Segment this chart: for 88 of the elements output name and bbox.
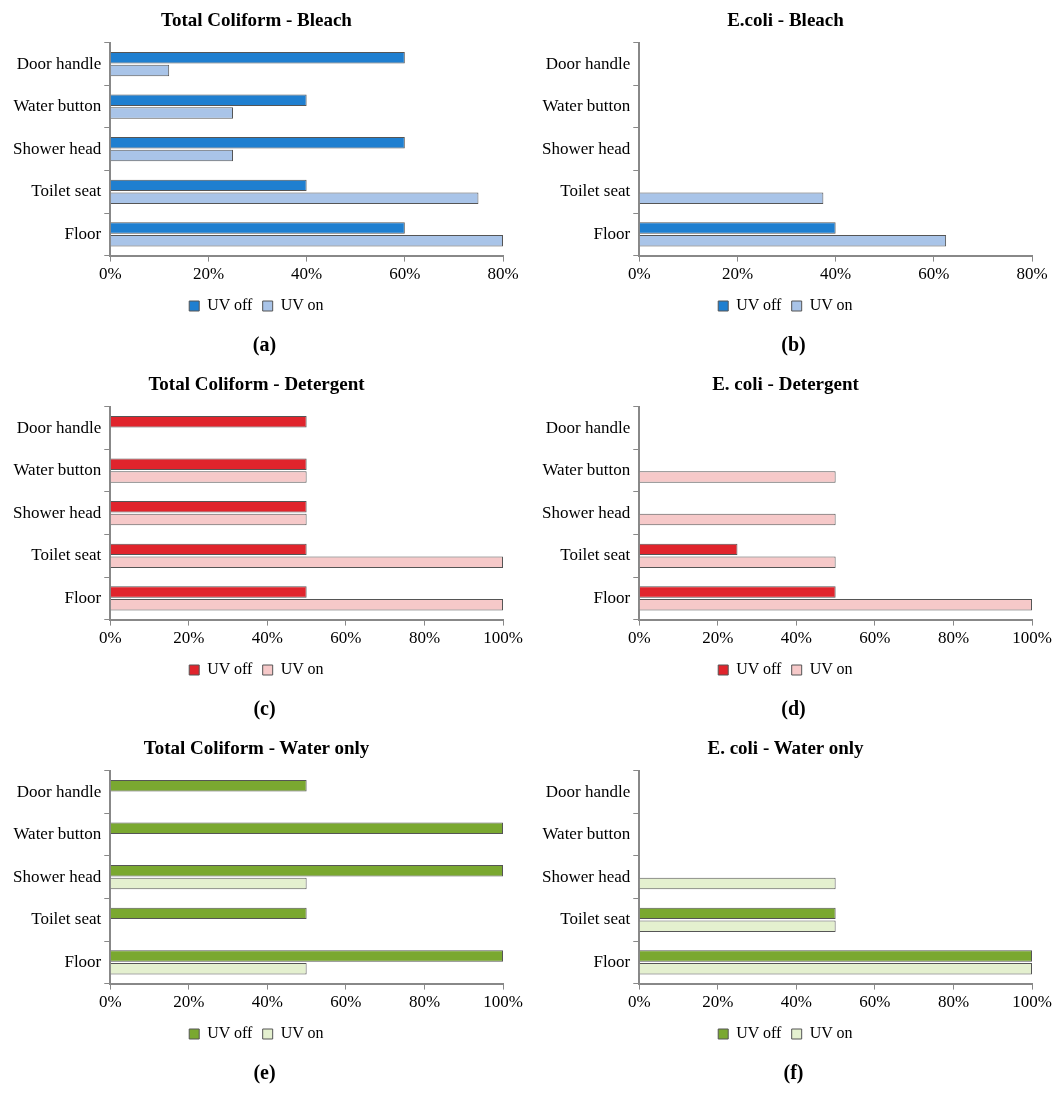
x-tick-label: 40% (780, 992, 812, 1012)
chart-title: Total Coliform - Water only (143, 737, 370, 759)
text: (d) (780, 697, 807, 720)
y-tick-label: Floor (593, 587, 631, 607)
x-tick-label: 20% (702, 992, 734, 1012)
legend-label: UV on (809, 1024, 853, 1042)
x-tick-label: 0% (98, 628, 122, 648)
x-tick-label: 100% (1012, 992, 1052, 1012)
x-tick-label: 0% (98, 264, 122, 284)
x-tick-label: 100% (483, 628, 523, 648)
x-tick-label: 80% (1016, 264, 1048, 284)
chart-title: E. coli - Detergent (712, 373, 860, 395)
x-tick-label: 80% (487, 264, 519, 284)
y-tick-label: Floor (64, 223, 102, 243)
text: (c) (252, 697, 277, 720)
y-tick-label: Water button (542, 824, 631, 844)
y-tick-label: Toilet seat (560, 909, 631, 929)
legend-label: UV off (207, 1024, 254, 1042)
y-tick-label: Floor (64, 951, 102, 971)
x-tick-label: 60% (330, 628, 362, 648)
y-tick-label: Shower head (13, 866, 102, 886)
x-tick-label: 60% (389, 264, 421, 284)
y-tick-label: Toilet seat (560, 181, 631, 201)
legend-label: UV off (736, 1024, 783, 1042)
x-tick-label: 100% (1012, 628, 1052, 648)
y-tick-label: Floor (593, 223, 631, 243)
x-tick-label: 20% (173, 628, 205, 648)
x-tick-label: 40% (820, 264, 852, 284)
y-tick-label: Floor (64, 587, 102, 607)
x-tick-label: 40% (251, 628, 283, 648)
x-tick-label: 0% (98, 992, 122, 1012)
x-tick-label: 60% (859, 992, 891, 1012)
x-tick-label: 40% (780, 628, 812, 648)
y-tick-label: Water button (542, 96, 631, 116)
x-tick-label: 80% (408, 992, 441, 1012)
text: (b) (780, 333, 807, 356)
y-tick-label: Toilet seat (560, 545, 631, 565)
y-tick-label: Shower head (542, 502, 631, 522)
legend-label: UV off (207, 660, 254, 678)
y-tick-label: Door handle (545, 781, 631, 801)
chart-title: Total Coliform - Bleach (161, 9, 353, 31)
y-tick-label: Door handle (545, 53, 631, 73)
x-tick-label: 0% (627, 992, 651, 1012)
y-tick-label: Water button (13, 460, 102, 480)
y-tick-label: Water button (542, 460, 631, 480)
text: (e) (252, 1061, 277, 1084)
x-tick-label: 100% (483, 992, 523, 1012)
y-tick-label: Floor (593, 951, 631, 971)
y-tick-label: Shower head (13, 138, 102, 158)
x-tick-label: 40% (291, 264, 323, 284)
y-tick-label: Toilet seat (31, 545, 102, 565)
x-tick-label: 20% (702, 628, 734, 648)
y-tick-label: Shower head (542, 866, 631, 886)
x-tick-label: 20% (173, 992, 205, 1012)
y-tick-label: Door handle (545, 417, 631, 437)
x-tick-label: 80% (937, 992, 970, 1012)
x-tick-label: 80% (937, 628, 970, 648)
y-tick-label: Door handle (16, 417, 102, 437)
y-tick-label: Water button (13, 96, 102, 116)
chart-title: Total Coliform - Detergent (148, 373, 366, 395)
x-tick-label: 0% (627, 628, 651, 648)
x-tick-label: 60% (330, 992, 362, 1012)
y-tick-label: Shower head (542, 138, 631, 158)
y-tick-label: Water button (13, 824, 102, 844)
x-tick-label: 20% (721, 264, 754, 284)
legend-label: UV off (207, 296, 254, 314)
legend-label: UV off (736, 296, 783, 314)
y-tick-label: Door handle (16, 781, 102, 801)
text: (a) (251, 333, 278, 356)
chart-title: E. coli - Water only (707, 737, 865, 759)
x-tick-label: 20% (192, 264, 225, 284)
legend-label: UV on (280, 1024, 324, 1042)
x-tick-label: 80% (408, 628, 441, 648)
x-tick-label: 0% (627, 264, 651, 284)
x-tick-label: 40% (251, 992, 283, 1012)
chart-title: E.coli - Bleach (727, 9, 845, 31)
y-tick-label: Toilet seat (31, 181, 102, 201)
y-tick-label: Shower head (13, 502, 102, 522)
text: (f) (782, 1061, 805, 1084)
x-tick-label: 60% (859, 628, 891, 648)
y-tick-label: Toilet seat (31, 909, 102, 929)
legend-label: UV on (809, 660, 853, 678)
legend-label: UV off (736, 660, 783, 678)
y-tick-label: Door handle (16, 53, 102, 73)
legend-label: UV on (280, 660, 324, 678)
legend-label: UV on (809, 296, 853, 314)
x-tick-label: 60% (918, 264, 950, 284)
legend-label: UV on (280, 296, 324, 314)
